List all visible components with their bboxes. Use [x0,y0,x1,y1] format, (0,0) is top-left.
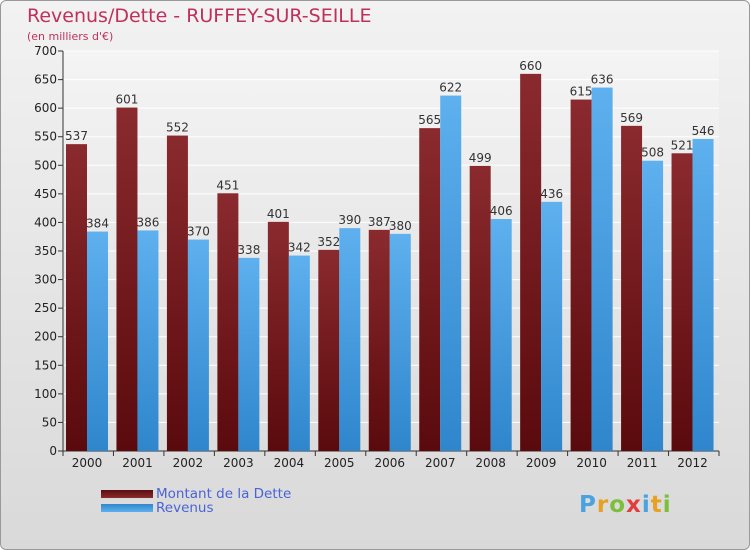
x-tick-label: 2002 [173,456,204,470]
bar-revenue [440,95,462,452]
x-tick-label: 2007 [425,456,456,470]
data-label: 601 [116,93,139,107]
y-tick-label: 150 [34,358,57,372]
bar-debt [267,221,289,451]
legend-label-debt: Montant de la Dette [156,486,292,502]
x-tick-label: 2000 [72,456,103,470]
data-label: 387 [368,215,391,229]
y-tick-label: 50 [42,415,57,429]
data-label: 537 [65,129,88,143]
y-tick-label: 400 [34,215,57,229]
data-label: 615 [570,85,593,99]
y-tick-label: 300 [34,273,57,287]
y-tick-label: 100 [34,387,57,401]
data-label: 521 [671,138,694,152]
data-label: 451 [216,178,239,192]
legend-swatch-revenue [101,504,153,512]
data-label: 565 [418,113,441,127]
proxiti-logo: Proxiti [579,492,672,518]
bar-debt [368,229,390,451]
data-label: 370 [187,225,210,239]
x-tick-label: 2009 [526,456,557,470]
bar-debt [570,99,592,452]
bar-debt [217,193,239,452]
data-label: 546 [692,124,715,138]
y-tick-label: 200 [34,330,57,344]
x-tick-label: 2001 [122,456,153,470]
y-tick-label: 700 [34,44,57,58]
bar-revenue [137,230,159,451]
x-tick-label: 2010 [576,456,607,470]
bar-debt [469,165,491,451]
bar-revenue [288,255,310,451]
data-label: 552 [166,121,189,135]
y-tick-label: 600 [34,101,57,115]
x-tick-label: 2008 [475,456,506,470]
data-label: 386 [137,215,160,229]
y-tick-label: 550 [34,130,57,144]
legend-label-revenue: Revenus [156,500,214,516]
bar-debt [419,128,441,451]
chart-title: Revenus/Dette - RUFFEY-SUR-SEILLE [27,5,372,27]
data-label: 401 [267,207,290,221]
data-label: 390 [338,213,361,227]
data-label: 569 [620,111,643,125]
x-tick-label: 2005 [324,456,355,470]
bar-revenue [187,239,209,451]
bar-debt [166,135,188,452]
y-tick-label: 500 [34,158,57,172]
legend-swatch-debt [101,490,153,498]
bar-debt [66,144,87,451]
y-tick-label: 350 [34,244,57,258]
y-tick-label: 650 [34,73,57,87]
x-tick-label: 2004 [274,456,305,470]
data-label: 342 [288,241,311,255]
bar-revenue [692,139,714,451]
data-label: 636 [591,73,614,87]
y-tick-label: 250 [34,301,57,315]
data-label: 406 [490,204,513,218]
data-label: 660 [519,59,542,73]
bar-revenue [591,87,613,452]
data-label: 508 [641,146,664,160]
bar-revenue [642,160,664,451]
bar-debt [520,73,542,451]
data-label: 622 [439,81,462,95]
bar-debt [318,249,340,451]
bar-revenue [541,201,563,451]
data-label: 499 [469,151,492,165]
bar-revenue [238,257,260,451]
x-tick-label: 2003 [223,456,254,470]
x-tick-label: 2006 [374,456,405,470]
bar-debt [621,125,643,451]
y-tick-label: 0 [49,444,57,458]
bar-revenue [389,233,411,451]
bar-revenue [339,228,361,451]
data-label: 380 [389,219,412,233]
data-label: 338 [237,243,260,257]
y-tick-label: 450 [34,187,57,201]
data-label: 436 [540,187,563,201]
bar-debt [116,107,138,452]
chart-unit-label: (en milliers d'€) [27,30,114,43]
x-tick-label: 2012 [677,456,708,470]
data-label: 352 [317,235,340,249]
bar-revenue [490,219,512,451]
x-tick-label: 2011 [627,456,658,470]
data-label: 384 [86,217,109,231]
bar-revenue [87,231,108,451]
bar-debt [671,153,693,452]
